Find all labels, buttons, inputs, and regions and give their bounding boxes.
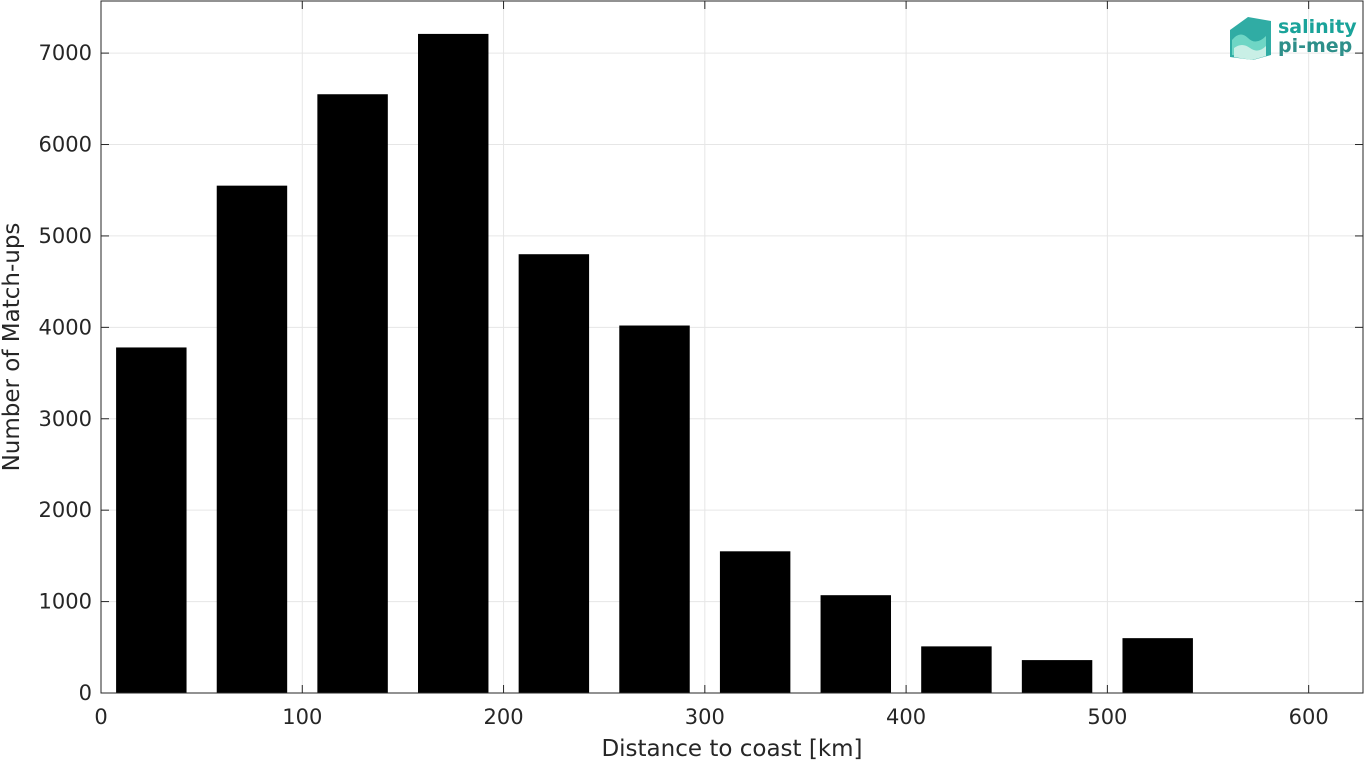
x-tick-label: 200 xyxy=(484,705,524,729)
ticks xyxy=(100,1,1363,694)
y-tick-label: 1000 xyxy=(39,590,92,614)
bar xyxy=(116,347,187,693)
y-tick-label: 2000 xyxy=(39,498,92,522)
bar xyxy=(518,254,590,693)
x-tick-label: 500 xyxy=(1087,705,1127,729)
bar xyxy=(719,551,791,693)
axes-box xyxy=(100,0,1364,694)
bar xyxy=(921,646,992,693)
bar xyxy=(820,595,892,693)
logo-text-line2: pi-mep xyxy=(1278,35,1352,57)
x-tick-label: 300 xyxy=(685,705,725,729)
y-tick-label: 3000 xyxy=(39,407,92,431)
bar xyxy=(418,33,489,693)
x-tick-labels: 0 100 200 300 400 500 600 xyxy=(94,705,1328,729)
y-tick-label: 6000 xyxy=(39,133,92,157)
x-tick-label: 100 xyxy=(282,705,322,729)
x-tick-label: 0 xyxy=(94,705,107,729)
y-tick-label: 5000 xyxy=(39,224,92,248)
salinity-pi-mep-logo: salinity pi-mep xyxy=(1230,16,1357,60)
grid-lines xyxy=(100,1,1363,694)
logo-text-line1: salinity xyxy=(1278,16,1357,38)
y-axis-label: Number of Match-ups xyxy=(0,223,25,472)
bar xyxy=(619,325,690,693)
y-tick-label: 0 xyxy=(79,681,92,705)
x-axis-label: Distance to coast [km] xyxy=(601,736,862,761)
y-tick-label: 7000 xyxy=(39,41,92,65)
bars xyxy=(116,33,1193,693)
y-tick-label: 4000 xyxy=(39,315,92,339)
bar xyxy=(317,94,388,693)
x-tick-label: 400 xyxy=(886,705,926,729)
bar xyxy=(1122,638,1193,693)
logo-mark-icon xyxy=(1230,17,1271,60)
x-tick-label: 600 xyxy=(1289,705,1329,729)
bar xyxy=(216,185,288,693)
bar xyxy=(1021,660,1093,693)
y-tick-labels: 0 1000 2000 3000 4000 5000 6000 7000 xyxy=(39,41,92,705)
